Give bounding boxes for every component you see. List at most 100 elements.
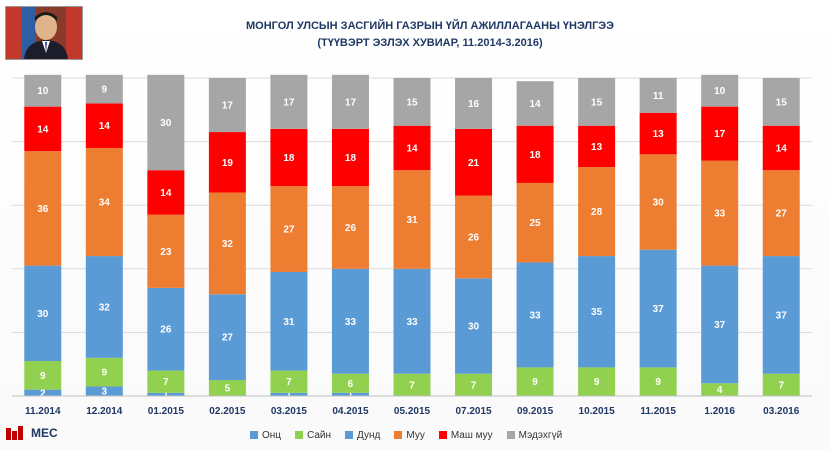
portrait-photo [5,6,83,60]
bar-segment [701,383,739,396]
bar-segment [639,249,677,368]
mec-logo-text: MEC [31,426,58,440]
data-label: 6 [348,379,354,390]
data-label: 36 [37,204,49,215]
data-label: 7 [163,377,169,388]
data-label: 33 [406,317,418,328]
bar-segment [270,186,308,272]
bar-segment [147,74,185,171]
data-label: 1 [348,390,354,401]
data-label: 23 [160,247,172,258]
x-tick-label: 05.2015 [394,406,431,417]
data-label: 7 [409,380,415,391]
bar-segment [639,78,677,113]
bar-segment [455,278,493,374]
data-label: 35 [591,307,603,318]
legend-item: Онц [250,428,281,442]
bar-segment [393,170,431,269]
data-label: 14 [530,99,542,110]
data-label: 30 [653,198,665,209]
data-label: 33 [714,209,726,220]
data-label: 9 [655,377,661,388]
legend-swatch [250,431,258,439]
bar-segment [393,373,431,396]
bar-segment [516,81,554,126]
bar-segment [147,214,185,288]
x-tick-label: 03.2015 [271,406,308,417]
data-label: 37 [776,310,788,321]
bar-segment [208,380,246,396]
data-label: 30 [468,322,480,333]
data-label: 31 [283,317,295,328]
data-label: 10 [714,86,726,97]
x-tick-label: 12.2014 [86,406,123,417]
legend-swatch [506,431,515,439]
data-label: 4 [717,385,723,396]
bar-segment [270,74,308,129]
data-label: 37 [714,320,726,331]
chart-subtitle: (ТҮҮВЭРТ ЭЗЛЭХ ХУВИАР, 11.2014-3.2016) [317,37,543,49]
bar-segment [85,256,123,358]
bar-segment [331,186,369,269]
bar-segment [516,262,554,368]
data-label: 31 [406,215,418,226]
legend-swatch [438,431,447,439]
bar-segment [762,256,800,374]
data-label: 37 [653,304,665,315]
data-label: 14 [160,188,172,199]
x-tick-label: 10.2015 [579,406,616,417]
data-label: 9 [532,377,538,388]
data-label: 16 [468,99,480,110]
data-label: 9 [102,368,108,379]
bar-segment [578,78,616,126]
bar-segment [270,392,308,396]
bar-segment [331,268,369,374]
bar-segment [147,287,185,371]
data-label: 33 [530,310,542,321]
legend-label: Муу [406,429,425,441]
bar-segment [208,192,246,295]
bar-segment [578,125,616,168]
bar-segment [701,106,739,161]
legend-label: Сайн [307,429,332,441]
bar-segment [85,103,123,148]
legend: Онц Сайн Дунд Муу Маш муу Мэдэхгүй [250,428,562,442]
bar-segment [331,128,369,187]
bar-segment [208,132,246,193]
x-tick-label: 09.2015 [517,406,554,417]
data-label: 30 [160,118,172,129]
bar-segment [701,74,739,107]
data-label: 2 [40,388,46,399]
bar-segment [578,367,616,396]
x-tick-label: 11.2014 [25,406,61,417]
x-tick-label: 07.2015 [455,406,492,417]
x-tick-label: 1.2016 [704,406,735,417]
bar-segment [639,154,677,250]
data-label: 17 [345,97,357,108]
legend-item: Мэдэхгүй [506,428,562,442]
bar-segment [516,125,554,183]
bar-segment [639,112,677,155]
data-label: 9 [594,377,600,388]
data-label: 21 [468,158,480,169]
bar-segment [578,167,616,257]
data-label: 9 [102,85,108,96]
data-label: 7 [778,380,784,391]
legend-item: Дунд [345,428,380,442]
bar-segment [85,386,123,396]
bar-segment [762,170,800,257]
bar-segment [85,147,123,257]
x-tick-label: 04.2015 [332,406,369,417]
data-label: 14 [37,124,49,135]
data-label: 7 [471,380,477,391]
legend-label: Маш муу [450,429,493,441]
bar-segment [147,170,185,215]
bar-segment [24,265,62,362]
bar-segment [393,78,431,126]
bar-segment [270,370,308,393]
data-label: 17 [283,97,295,108]
data-label: 33 [345,317,357,328]
legend-item: Маш муу [438,428,493,442]
data-label: 34 [99,198,111,209]
bar-segment [639,367,677,396]
